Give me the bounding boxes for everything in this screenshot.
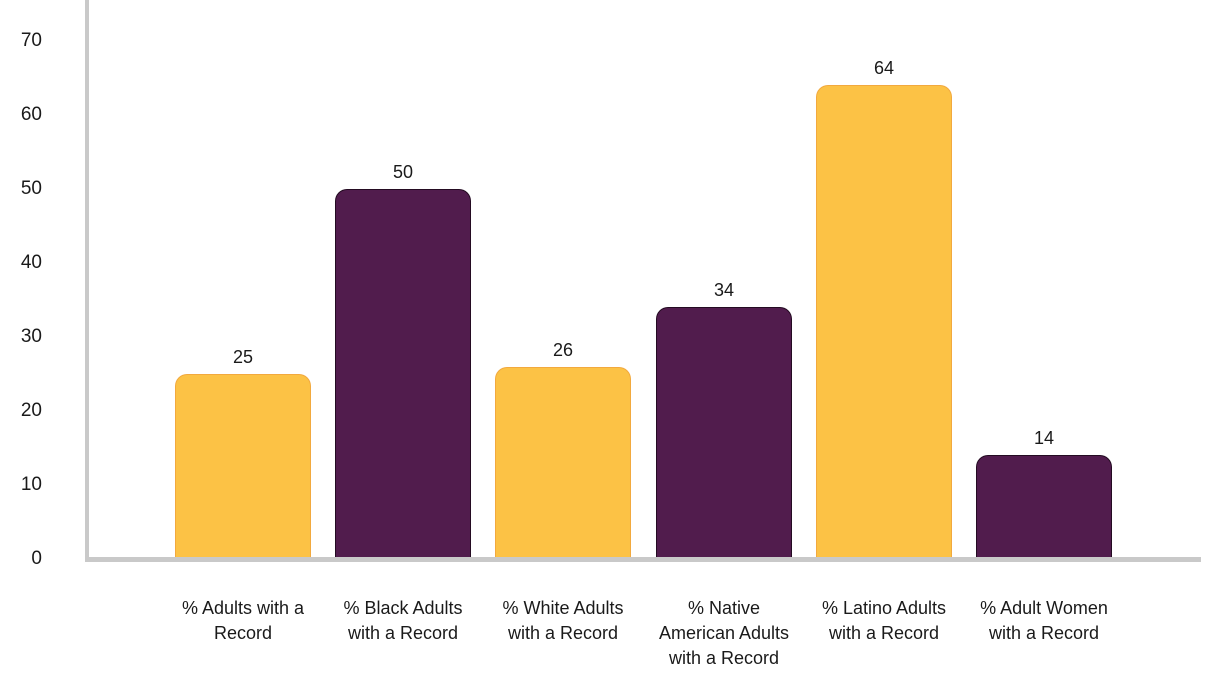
x-axis-label: % Adults with a Record xyxy=(181,598,305,643)
bar xyxy=(816,85,952,559)
bar-value-label: 14 xyxy=(1033,428,1055,448)
y-axis-tick-label: 0 xyxy=(31,548,42,569)
bar xyxy=(976,455,1112,559)
y-axis-line xyxy=(85,0,89,557)
bar xyxy=(656,307,792,559)
bar xyxy=(175,374,311,559)
x-axis-label: % White Adults with a Record xyxy=(502,598,624,643)
y-axis-tick-label: 20 xyxy=(20,400,42,421)
bar-value-label: 26 xyxy=(552,340,574,360)
y-axis-tick-label: 50 xyxy=(20,178,42,199)
y-axis-tick-label: 40 xyxy=(20,252,42,273)
bar-value-label: 50 xyxy=(392,162,414,182)
bar-value-label: 25 xyxy=(232,347,254,367)
y-axis-tick-label: 60 xyxy=(20,104,42,125)
bar xyxy=(335,189,471,559)
x-axis-label: % Adult Women with a Record xyxy=(980,598,1108,643)
x-axis-label: % Latino Adults with a Record xyxy=(821,598,947,643)
y-axis-tick-label: 30 xyxy=(20,326,42,347)
x-axis-label: % Native American Adults with a Record xyxy=(658,598,790,668)
x-axis-label: % Black Adults with a Record xyxy=(343,598,463,643)
bar xyxy=(495,367,631,559)
bar-value-label: 64 xyxy=(873,58,895,78)
bar-value-label: 34 xyxy=(713,280,735,300)
y-axis-tick-label: 70 xyxy=(20,30,42,51)
y-axis-tick-label: 10 xyxy=(20,474,42,495)
x-axis-line xyxy=(85,557,1201,562)
